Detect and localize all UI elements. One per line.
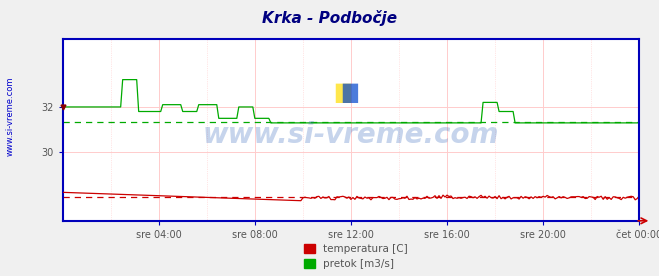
Text: www.si-vreme.com: www.si-vreme.com bbox=[203, 121, 499, 149]
Legend: temperatura [C], pretok [m3/s]: temperatura [C], pretok [m3/s] bbox=[300, 240, 412, 274]
Text: █: █ bbox=[335, 84, 350, 103]
Text: █: █ bbox=[342, 84, 357, 103]
Text: www.si-vreme.com: www.si-vreme.com bbox=[5, 76, 14, 156]
Text: Krka - Podbočje: Krka - Podbočje bbox=[262, 10, 397, 26]
